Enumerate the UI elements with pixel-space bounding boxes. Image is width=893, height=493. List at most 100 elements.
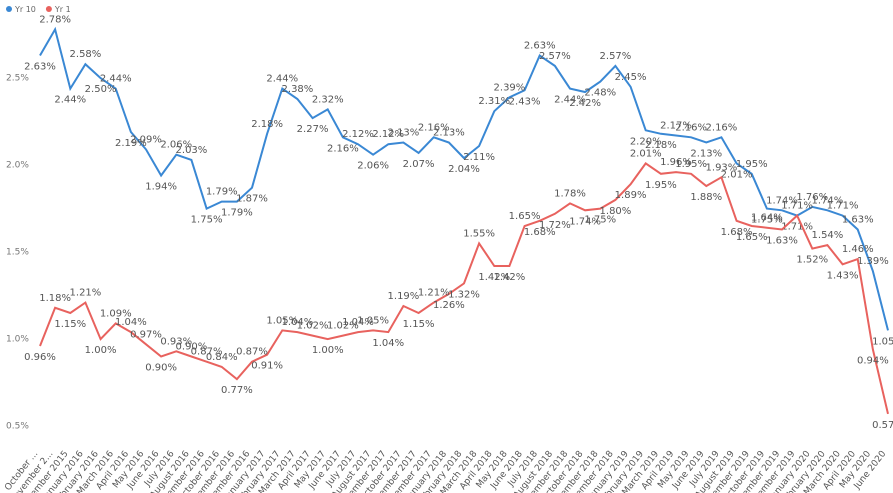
- data-label: 2.13%: [690, 148, 722, 159]
- data-label: 2.16%: [706, 122, 738, 133]
- data-label: 2.06%: [160, 140, 192, 151]
- data-label: 2.07%: [403, 159, 435, 170]
- data-label: 2.32%: [312, 94, 344, 105]
- data-label: 1.42%: [494, 272, 526, 283]
- data-label: 1.39%: [857, 256, 889, 267]
- data-label: 2.16%: [418, 122, 450, 133]
- data-label: 2.01%: [630, 148, 662, 159]
- data-label: 2.18%: [645, 140, 677, 151]
- y-tick-label: 1.0%: [6, 335, 29, 345]
- data-label: 1.43%: [827, 270, 859, 281]
- data-label: 0.93%: [160, 336, 192, 347]
- data-label: 2.78%: [39, 14, 71, 25]
- data-label: 2.19%: [115, 138, 147, 149]
- data-label: 2.12%: [342, 129, 374, 140]
- data-label: 1.04%: [115, 317, 147, 328]
- data-label: 1.00%: [312, 345, 344, 356]
- data-label: 1.54%: [812, 230, 844, 241]
- data-label: 2.27%: [297, 124, 329, 135]
- data-label: 1.75%: [751, 215, 783, 226]
- data-label: 2.09%: [130, 134, 162, 145]
- data-label: 1.04%: [372, 338, 404, 349]
- data-label: 0.94%: [857, 356, 889, 367]
- data-label: 1.72%: [539, 220, 571, 231]
- data-label: 2.16%: [327, 143, 359, 154]
- data-label: 0.90%: [145, 362, 177, 373]
- data-label: 1.19%: [388, 291, 420, 302]
- data-label: 1.76%: [796, 192, 828, 203]
- data-label: 1.75%: [584, 215, 616, 226]
- data-label: 1.02%: [327, 321, 359, 332]
- data-label: 2.42%: [569, 98, 601, 109]
- data-label: 0.91%: [251, 361, 283, 372]
- data-label: 0.84%: [206, 352, 238, 363]
- data-label: 1.15%: [403, 319, 435, 330]
- data-label: 1.63%: [766, 235, 798, 246]
- data-label: 1.74%: [766, 195, 798, 206]
- data-label: 1.80%: [600, 206, 632, 217]
- data-label: 2.43%: [509, 96, 541, 107]
- data-label: 1.05%: [266, 315, 298, 326]
- data-label: 1.64%: [751, 213, 783, 224]
- data-label: 2.17%: [660, 121, 692, 132]
- data-label: 1.71%: [781, 201, 813, 212]
- data-label: 2.48%: [584, 88, 616, 99]
- data-label: 0.87%: [236, 347, 268, 358]
- data-label: 2.11%: [463, 152, 495, 163]
- data-label: 1.05%: [872, 336, 893, 347]
- data-label: 1.05%: [357, 315, 389, 326]
- y-tick-label: 2.5%: [6, 74, 29, 84]
- data-label: 1.02%: [297, 321, 329, 332]
- data-label: 0.97%: [130, 329, 162, 340]
- data-label: 1.95%: [645, 180, 677, 191]
- data-label: 1.63%: [842, 214, 874, 225]
- data-label: 2.16%: [675, 122, 707, 133]
- data-label: 2.44%: [100, 74, 132, 85]
- data-label: 2.50%: [85, 84, 117, 95]
- y-tick-label: 0.5%: [6, 422, 29, 432]
- data-label: 2.45%: [615, 72, 647, 83]
- data-label: 2.39%: [494, 82, 526, 93]
- y-tick-label: 2.0%: [6, 161, 29, 171]
- legend-label: Yr 1: [54, 5, 71, 14]
- data-label: 0.77%: [221, 385, 253, 396]
- data-label: 1.95%: [736, 159, 768, 170]
- data-label: 2.57%: [600, 51, 632, 62]
- data-label: 2.44%: [266, 74, 298, 85]
- data-label: 2.13%: [388, 127, 420, 138]
- data-label: 1.21%: [70, 288, 102, 299]
- data-label: 1.89%: [615, 190, 647, 201]
- data-label: 1.04%: [342, 317, 374, 328]
- data-label: 1.26%: [433, 300, 465, 311]
- data-label: 2.03%: [176, 145, 208, 156]
- data-label: 2.20%: [630, 136, 662, 147]
- data-label: 1.18%: [39, 293, 71, 304]
- data-label: 2.12%: [372, 129, 404, 140]
- data-label: 1.87%: [236, 194, 268, 205]
- data-label: 2.18%: [251, 119, 283, 130]
- data-label: 2.06%: [357, 161, 389, 172]
- data-label: 1.15%: [54, 319, 86, 330]
- data-label: 1.55%: [463, 228, 495, 239]
- legend-label: Yr 10: [14, 5, 36, 14]
- data-label: 2.63%: [524, 40, 556, 51]
- y-tick-label: 1.5%: [6, 248, 29, 258]
- data-label: 0.57%: [872, 420, 893, 431]
- data-label: 1.68%: [721, 227, 753, 238]
- data-label: 1.95%: [675, 159, 707, 170]
- data-label: 1.00%: [85, 345, 117, 356]
- data-label: 2.13%: [433, 127, 465, 138]
- legend-marker: [45, 6, 52, 12]
- data-label: 1.65%: [736, 232, 768, 243]
- data-label: 1.32%: [448, 289, 480, 300]
- data-label: 2.31%: [478, 96, 510, 107]
- data-label: 1.74%: [812, 195, 844, 206]
- data-label: 0.90%: [176, 341, 208, 352]
- data-label: 1.93%: [706, 162, 738, 173]
- data-label: 2.01%: [721, 169, 753, 180]
- data-label: 1.71%: [781, 222, 813, 233]
- data-label: 2.58%: [70, 49, 102, 60]
- series-line: [39, 26, 889, 331]
- data-label: 1.09%: [100, 308, 132, 319]
